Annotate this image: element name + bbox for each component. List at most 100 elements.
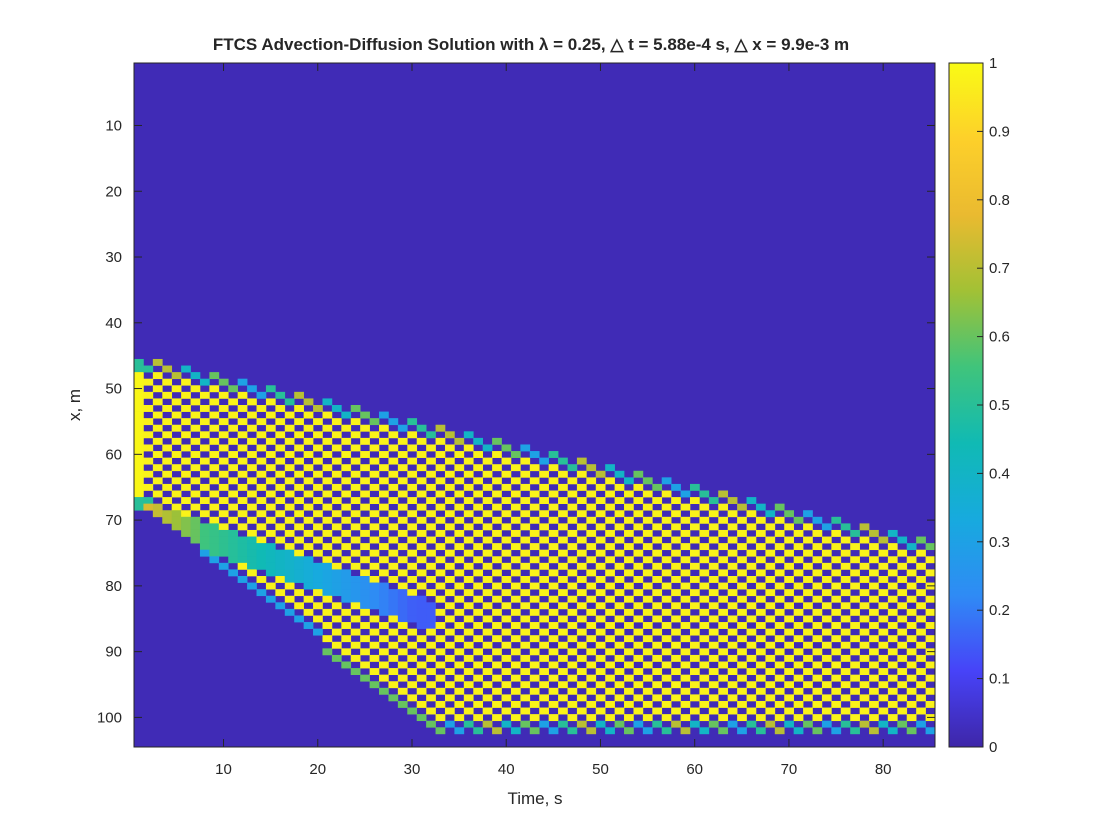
heatmap-cell bbox=[275, 510, 286, 518]
heatmap-cell bbox=[897, 681, 908, 689]
heatmap-cell bbox=[520, 457, 531, 465]
heatmap-cell bbox=[916, 536, 926, 544]
heatmap-cell bbox=[614, 641, 625, 649]
heatmap-cell bbox=[774, 687, 785, 695]
heatmap-cell bbox=[397, 503, 408, 511]
heatmap-cell bbox=[265, 562, 276, 570]
heatmap-cell bbox=[360, 576, 370, 583]
heatmap-cell bbox=[737, 700, 747, 708]
heatmap-cell bbox=[350, 444, 361, 452]
heatmap-cell bbox=[228, 516, 239, 524]
heatmap-cell bbox=[454, 727, 465, 735]
heatmap-cell bbox=[199, 378, 210, 386]
heatmap-cell bbox=[576, 523, 587, 531]
heatmap-cell bbox=[284, 503, 295, 511]
heatmap-cell bbox=[360, 503, 370, 511]
heatmap-cell bbox=[812, 648, 823, 656]
heatmap-cell bbox=[614, 615, 625, 623]
heatmap-cell bbox=[426, 608, 436, 616]
heatmap bbox=[134, 63, 936, 747]
heatmap-cell bbox=[803, 641, 813, 649]
heatmap-cell bbox=[134, 444, 144, 452]
heatmap-cell bbox=[162, 418, 173, 426]
heatmap-cell bbox=[199, 418, 210, 426]
heatmap-cell bbox=[671, 707, 681, 715]
heatmap-cell bbox=[416, 700, 427, 708]
heatmap-cell bbox=[803, 510, 813, 518]
heatmap-cell bbox=[661, 516, 672, 524]
heatmap-cell bbox=[539, 681, 549, 689]
heatmap-cell bbox=[360, 451, 370, 458]
heatmap-cell bbox=[840, 707, 851, 715]
heatmap-cell bbox=[624, 490, 634, 498]
heatmap-cell bbox=[501, 602, 512, 610]
heatmap-cell bbox=[444, 444, 455, 452]
heatmap-cell bbox=[765, 536, 776, 544]
heatmap-cell bbox=[689, 641, 700, 649]
heatmap-cell bbox=[784, 668, 794, 676]
heatmap-cell bbox=[708, 694, 719, 702]
heatmap-cell bbox=[331, 549, 342, 557]
heatmap-cell bbox=[426, 602, 436, 610]
heatmap-cell bbox=[492, 490, 502, 498]
heatmap-cell bbox=[529, 569, 540, 577]
heatmap-cell bbox=[624, 700, 634, 708]
heatmap-cell bbox=[350, 628, 361, 636]
heatmap-cell bbox=[520, 681, 531, 689]
heatmap-cell bbox=[614, 681, 625, 689]
heatmap-cell bbox=[916, 681, 926, 689]
heatmap-cell bbox=[388, 615, 399, 623]
heatmap-cell bbox=[831, 648, 842, 656]
heatmap-cell bbox=[313, 602, 323, 610]
heatmap-cell bbox=[256, 418, 267, 426]
heatmap-cell bbox=[463, 536, 474, 544]
heatmap-cell bbox=[718, 556, 729, 564]
heatmap-cell bbox=[718, 700, 729, 708]
heatmap-cell bbox=[548, 556, 559, 564]
heatmap-cell bbox=[859, 628, 870, 636]
heatmap-cell bbox=[765, 523, 776, 531]
heatmap-cell bbox=[510, 687, 521, 695]
heatmap-cell bbox=[680, 648, 691, 656]
heatmap-cell bbox=[397, 622, 408, 629]
heatmap-cell bbox=[473, 648, 484, 656]
heatmap-cell bbox=[576, 470, 587, 478]
heatmap-cell bbox=[925, 543, 936, 551]
heatmap-cell bbox=[218, 431, 229, 439]
heatmap-cell bbox=[379, 674, 389, 682]
heatmap-cell bbox=[426, 562, 436, 570]
heatmap-cell bbox=[652, 602, 663, 610]
heatmap-cell bbox=[275, 391, 286, 399]
heatmap-cell bbox=[624, 503, 634, 511]
heatmap-cell bbox=[680, 529, 691, 537]
heatmap-cell bbox=[529, 700, 540, 708]
heatmap-cell bbox=[256, 470, 267, 478]
heatmap-cell bbox=[859, 589, 870, 597]
heatmap-cell bbox=[388, 483, 399, 491]
heatmap-cell bbox=[407, 483, 418, 491]
heatmap-cell bbox=[407, 628, 418, 636]
heatmap-cell bbox=[510, 674, 521, 682]
heatmap-cell bbox=[275, 444, 286, 452]
heatmap-cell bbox=[887, 595, 898, 603]
heatmap-cell bbox=[331, 654, 342, 662]
heatmap-cell bbox=[520, 470, 531, 478]
y-axis-label: x, m bbox=[65, 389, 84, 421]
heatmap-cell bbox=[529, 635, 540, 643]
heatmap-cell bbox=[642, 727, 653, 735]
heatmap-cell bbox=[350, 576, 361, 583]
heatmap-cell bbox=[869, 543, 879, 551]
heatmap-cell bbox=[463, 457, 474, 465]
heatmap-cell bbox=[501, 523, 512, 531]
heatmap-cell bbox=[708, 707, 719, 715]
heatmap-cell bbox=[699, 608, 710, 616]
heatmap-cell bbox=[350, 418, 361, 426]
heatmap-cell bbox=[708, 536, 719, 544]
heatmap-cell bbox=[671, 523, 681, 531]
heatmap-cell bbox=[247, 549, 257, 557]
heatmap-cell bbox=[331, 405, 342, 412]
heatmap-cell bbox=[755, 516, 766, 524]
heatmap-cell bbox=[209, 372, 220, 380]
heatmap-cell bbox=[369, 602, 380, 610]
